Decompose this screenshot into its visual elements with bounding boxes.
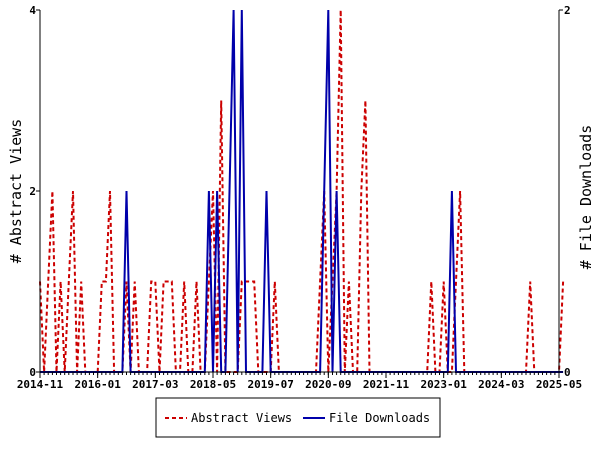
legend-box — [155, 397, 441, 438]
plot-background — [40, 10, 559, 372]
y-left-tick-label: 0 — [29, 366, 36, 379]
ticks-layer: 2014-11 2016-01 2017-03 2018-05 2019-07 2020-… — [17, 4, 582, 391]
x-tick-label: 2025-05 — [536, 378, 582, 391]
x-tick-label: 2019-07 — [247, 378, 293, 391]
x-tick-label: 2024-03 — [478, 378, 524, 391]
y-right-tick-label: 2 — [564, 4, 571, 17]
x-tick-label: 2021-11 — [363, 378, 410, 391]
y-left-tick-label: 2 — [29, 185, 36, 198]
x-tick-label: 2017-03 — [132, 378, 178, 391]
y-right-tick-label: 0 — [564, 366, 571, 379]
y-left-tick-label: 4 — [29, 4, 36, 17]
x-tick-label: 2023-01 — [420, 378, 467, 391]
x-tick-label: 2018-05 — [190, 378, 236, 391]
x-tick-label: 2014-11 — [17, 378, 64, 391]
x-tick-label: 2020-09 — [305, 378, 351, 391]
legend: Abstract Views File Downloads — [155, 397, 441, 438]
left-axis-title: # Abstract Views — [7, 119, 25, 264]
legend-label-file-downloads: File Downloads — [329, 411, 430, 425]
x-tick-label: 2016-01 — [74, 378, 121, 391]
right-axis-title: # File Downloads — [577, 125, 595, 270]
legend-label-abstract-views: Abstract Views — [191, 411, 292, 425]
